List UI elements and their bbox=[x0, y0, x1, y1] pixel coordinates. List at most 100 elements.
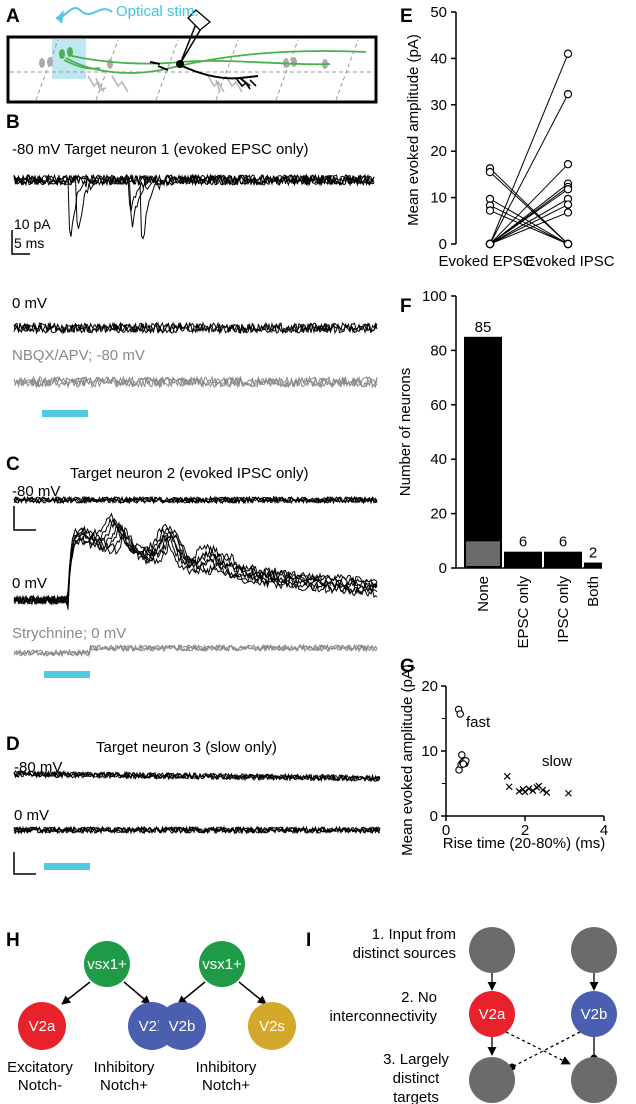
trace-sweep bbox=[13, 512, 378, 605]
h-v2b-node-2 bbox=[158, 1002, 206, 1050]
g-x-tick-label: 4 bbox=[600, 822, 608, 839]
h-vsx1-label-1: vsx1+ bbox=[87, 956, 127, 973]
g-fast-label: fast bbox=[466, 714, 491, 731]
panel-b-header: -80 mV Target neuron 1 (evoked EPSC only… bbox=[12, 141, 309, 158]
panel-b-traces-drug bbox=[13, 375, 378, 389]
f-bar-1 bbox=[504, 551, 542, 568]
g-point-slow bbox=[503, 772, 511, 780]
e-pair-line bbox=[489, 53, 569, 245]
scale-current: 10 pA bbox=[14, 216, 51, 232]
e-y-tick-label: 10 bbox=[430, 190, 447, 207]
panel-label-c: C bbox=[6, 454, 20, 475]
f-bar-value-label: 6 bbox=[519, 534, 527, 551]
trace-sweep bbox=[13, 643, 378, 657]
f-bar-3 bbox=[584, 562, 602, 568]
i-step2-line1: 2. No bbox=[401, 989, 437, 1006]
panel-c-traces-80mv bbox=[13, 495, 378, 505]
e-point-ipsc bbox=[563, 49, 573, 58]
e-y-label: Mean evoked amplitude (pA) bbox=[405, 34, 422, 226]
e-point-ipsc bbox=[563, 239, 573, 249]
e-pair-line bbox=[489, 93, 569, 245]
panel-c-80mv-label: -80 mV bbox=[12, 483, 60, 500]
panel-label-e: E bbox=[400, 6, 413, 27]
trace-sweep bbox=[13, 173, 375, 237]
g-point-slow bbox=[539, 786, 547, 794]
f-bar-value-label: 85 bbox=[475, 319, 492, 336]
g-point-slow bbox=[565, 789, 572, 797]
g-slow-label: slow bbox=[542, 753, 572, 770]
panel-g-chart: 0 10 20 0 2 4 fast slow Rise time (20-80%) (m… bbox=[399, 664, 608, 856]
panel-e-chart: 0 10 20 30 40 50 Evoked EPSC Evoked IPSC Mean… bbox=[405, 4, 615, 270]
g-points bbox=[454, 705, 572, 797]
g-point-slow bbox=[505, 783, 513, 791]
trace-sweep bbox=[13, 321, 378, 335]
g-y-label: Mean evoked amplitude (pA) bbox=[399, 664, 416, 856]
panel-d-stim-bar bbox=[44, 863, 90, 870]
f-category-label: Both bbox=[585, 576, 602, 607]
g-y-tick-label: 0 bbox=[430, 808, 438, 825]
trace-sweep bbox=[13, 375, 378, 389]
panel-d-0mv-label: 0 mV bbox=[14, 807, 49, 824]
e-point-ipsc bbox=[563, 185, 573, 194]
i-step1-line1: 1. Input from bbox=[372, 926, 456, 943]
e-pair-lines bbox=[489, 53, 569, 245]
f-bar-value-label: 2 bbox=[589, 545, 597, 562]
panel-b-0mv-label: 0 mV bbox=[12, 295, 47, 312]
panel-b-traces-0mv bbox=[13, 321, 378, 335]
trace-sweep bbox=[13, 523, 378, 606]
panel-d-80mv-label: -80 mV bbox=[14, 759, 62, 776]
i-step1-line2: distinct sources bbox=[353, 945, 456, 962]
h-vsx1-label-2: vsx1+ bbox=[202, 956, 242, 973]
e-y-tick-label: 40 bbox=[430, 50, 447, 67]
f-bars: 85 6 6 2 bbox=[464, 319, 602, 568]
panel-d-header: Target neuron 3 (slow only) bbox=[96, 739, 277, 756]
panel-label-b: B bbox=[6, 112, 20, 133]
g-point-slow bbox=[515, 787, 523, 795]
f-y-tick-label: 20 bbox=[430, 506, 447, 523]
scale-time: 5 ms bbox=[14, 235, 44, 251]
trace-sweep bbox=[13, 531, 378, 610]
h-notch-minus: Notch- bbox=[18, 1077, 62, 1094]
i-target-left bbox=[469, 1057, 515, 1103]
e-pair-line bbox=[489, 198, 569, 245]
h-v2s-node bbox=[248, 1002, 296, 1050]
panel-label-a: A bbox=[6, 6, 20, 27]
e-cat-2-line1: Evoked IPSC bbox=[525, 253, 614, 270]
panel-b-traces-80mv bbox=[13, 173, 375, 240]
h-v2a-label: V2a bbox=[29, 1018, 56, 1035]
f-y-ticks: 0 20 40 60 80 100 bbox=[422, 288, 456, 577]
f-category-label: EPSC only bbox=[515, 576, 532, 649]
e-point-ipsc bbox=[563, 200, 573, 209]
trace-sweep bbox=[13, 173, 375, 212]
e-cat-1-line1: Evoked EPSC bbox=[438, 253, 533, 270]
i-step2-line2: interconnectivity bbox=[329, 1008, 437, 1025]
f-y-tick-label: 80 bbox=[430, 342, 447, 359]
panel-b-drug-label: NBQX/APV; -80 mV bbox=[12, 347, 145, 364]
e-point-ipsc bbox=[563, 159, 573, 169]
g-point-fast bbox=[456, 710, 464, 718]
g-y-tick-label: 20 bbox=[421, 678, 438, 695]
h-vsx1-node-1 bbox=[84, 941, 130, 987]
f-y-tick-label: 60 bbox=[430, 397, 447, 414]
g-point-slow bbox=[543, 789, 551, 797]
panel-i-model: 1. Input from distinct sources 2. No int… bbox=[329, 926, 617, 1104]
v2-somata bbox=[59, 47, 73, 59]
panel-d-scale-bar bbox=[13, 852, 36, 875]
f-y-label: Number of neurons bbox=[397, 368, 414, 496]
g-x-tick-label: 0 bbox=[442, 822, 450, 839]
f-y-tick-label: 100 bbox=[422, 288, 447, 305]
trace-sweep bbox=[13, 825, 381, 835]
e-y-ticks: 0 10 20 30 40 50 bbox=[430, 4, 456, 253]
i-v2b-label: V2b bbox=[581, 1006, 608, 1023]
panel-c-drug-label: Strychnine; 0 mV bbox=[12, 625, 126, 642]
e-y-tick-label: 20 bbox=[430, 143, 447, 160]
h-v2a-node bbox=[18, 1002, 66, 1050]
e-pair-line bbox=[489, 171, 569, 245]
panel-f-chart: 0 20 40 60 80 100 85 6 6 2 None EPSC only IPSC onl… bbox=[397, 288, 602, 649]
h-inhibitory-2: Inhibitory bbox=[196, 1059, 257, 1076]
panel-b-stim-bar bbox=[42, 410, 88, 417]
f-bar-0 bbox=[464, 336, 502, 568]
panel-h-lineage: vsx1+ V2a V2b Excitatory Notch- Inhibito… bbox=[7, 941, 296, 1094]
panel-label-d: D bbox=[6, 734, 20, 755]
segment-dividers bbox=[10, 39, 374, 101]
